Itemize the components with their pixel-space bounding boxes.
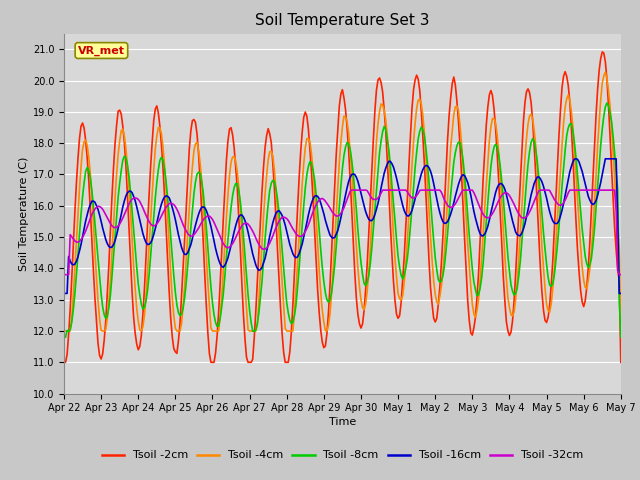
Tsoil -4cm <box>408 163 416 169</box>
Tsoil -8cm <box>164 195 172 201</box>
Tsoil -8cm <box>408 205 416 211</box>
Tsoil -4cm <box>617 328 625 334</box>
Tsoil -32cm <box>617 272 625 277</box>
Tsoil -16cm <box>76 248 83 254</box>
Tsoil -32cm <box>550 196 558 202</box>
Tsoil -4cm <box>549 286 557 292</box>
Title: Soil Temperature Set 3: Soil Temperature Set 3 <box>255 13 429 28</box>
Tsoil -32cm <box>348 187 356 193</box>
Tsoil -16cm <box>377 185 385 191</box>
Tsoil -4cm <box>396 296 403 301</box>
Tsoil -2cm <box>408 106 416 111</box>
Tsoil -4cm <box>164 214 172 219</box>
Tsoil -8cm <box>549 281 557 287</box>
Tsoil -8cm <box>396 264 403 270</box>
Line: Tsoil -16cm: Tsoil -16cm <box>64 159 621 293</box>
Tsoil -32cm <box>164 202 172 208</box>
Tsoil -8cm <box>76 231 83 237</box>
Line: Tsoil -2cm: Tsoil -2cm <box>64 52 621 362</box>
Line: Tsoil -8cm: Tsoil -8cm <box>64 103 621 337</box>
Tsoil -2cm <box>549 258 557 264</box>
Tsoil -2cm <box>617 360 625 365</box>
Tsoil -8cm <box>617 335 625 340</box>
Tsoil -4cm <box>377 101 385 107</box>
Tsoil -2cm <box>164 258 172 264</box>
Tsoil -4cm <box>76 186 83 192</box>
Tsoil -2cm <box>377 80 385 85</box>
Tsoil -32cm <box>410 195 417 201</box>
Tsoil -16cm <box>572 156 580 162</box>
Line: Tsoil -32cm: Tsoil -32cm <box>64 190 621 275</box>
Tsoil -32cm <box>397 187 405 193</box>
Tsoil -8cm <box>603 100 611 106</box>
Tsoil -16cm <box>396 190 403 195</box>
Tsoil -2cm <box>396 312 403 318</box>
Tsoil -16cm <box>617 290 625 296</box>
Tsoil -32cm <box>60 272 68 277</box>
Tsoil -32cm <box>379 187 387 193</box>
Tsoil -8cm <box>60 335 68 340</box>
X-axis label: Time: Time <box>329 418 356 428</box>
Tsoil -2cm <box>60 360 68 365</box>
Tsoil -2cm <box>598 49 606 55</box>
Tsoil -16cm <box>60 290 68 296</box>
Tsoil -16cm <box>164 193 172 199</box>
Tsoil -32cm <box>76 239 83 244</box>
Tsoil -16cm <box>549 218 557 224</box>
Y-axis label: Soil Temperature (C): Soil Temperature (C) <box>19 156 29 271</box>
Line: Tsoil -4cm: Tsoil -4cm <box>64 72 621 331</box>
Tsoil -8cm <box>377 138 385 144</box>
Text: VR_met: VR_met <box>78 46 125 56</box>
Legend: Tsoil -2cm, Tsoil -4cm, Tsoil -8cm, Tsoil -16cm, Tsoil -32cm: Tsoil -2cm, Tsoil -4cm, Tsoil -8cm, Tsoi… <box>97 446 588 465</box>
Tsoil -2cm <box>76 136 83 142</box>
Tsoil -4cm <box>60 328 68 334</box>
Tsoil -4cm <box>602 69 609 75</box>
Tsoil -16cm <box>408 207 416 213</box>
